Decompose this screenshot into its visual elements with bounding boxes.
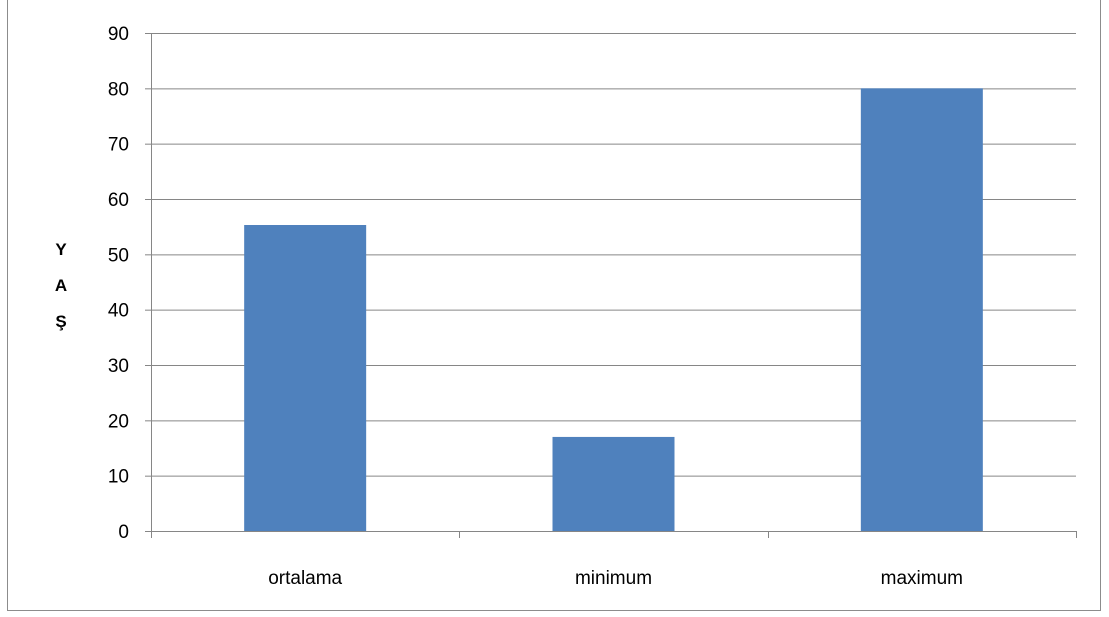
bar-ortalama	[244, 225, 367, 532]
tick-labels: 0 10 20 30 40 50 60 70 80 90 ortalama minimum maximu…	[108, 24, 963, 589]
axes	[145, 33, 1077, 538]
y-axis-title-letter: A	[55, 276, 67, 295]
bars	[244, 88, 983, 532]
y-tick-label: 30	[108, 356, 129, 377]
y-tick-label: 50	[108, 245, 129, 266]
bar-minimum	[552, 436, 675, 531]
y-tick-label: 60	[108, 190, 129, 211]
y-tick-label: 80	[108, 79, 129, 100]
y-axis-title-letter: Y	[55, 240, 67, 259]
x-tick-label: maximum	[881, 568, 963, 589]
y-tick-label: 0	[118, 522, 129, 543]
y-tick-label: 10	[108, 467, 129, 488]
y-tick-label: 20	[108, 411, 129, 432]
x-tick-label: ortalama	[268, 568, 342, 589]
y-tick-label: 90	[108, 24, 129, 45]
y-tick-label: 40	[108, 301, 129, 322]
bar-maximum	[860, 88, 983, 531]
x-tick-label: minimum	[575, 568, 652, 589]
y-axis-title: YAŞ	[55, 240, 67, 331]
y-tick-label: 70	[108, 135, 129, 156]
y-axis-title-letter: Ş	[55, 312, 66, 331]
